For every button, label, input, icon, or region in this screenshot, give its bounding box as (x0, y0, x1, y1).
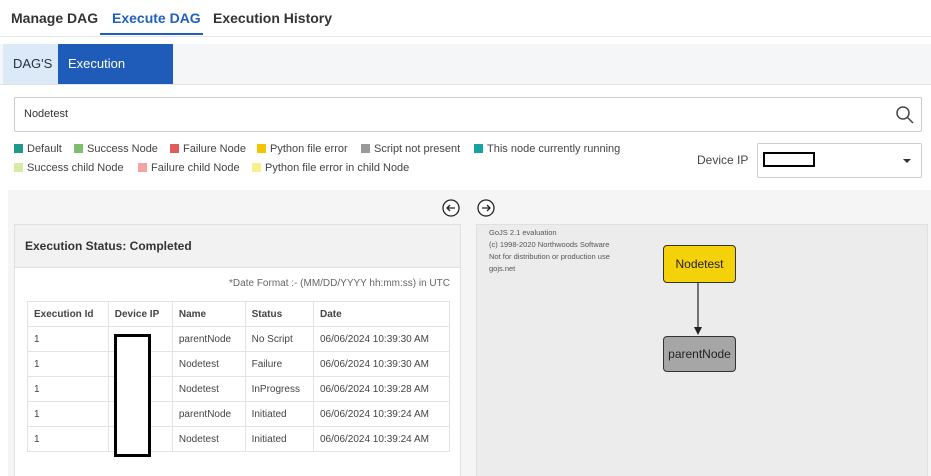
table-cell: 1 (27, 401, 109, 427)
legend-label: Script not present (374, 143, 461, 155)
column-header: Execution Id (27, 301, 109, 327)
watermark: GoJS 2.1 evaluation (c) 1998-2020 Northwo… (489, 227, 610, 275)
tab-underline (100, 33, 203, 35)
subtab[interactable]: Execution Status (58, 44, 173, 111)
table-cell: No Script (244, 326, 314, 352)
tab[interactable]: Execution History (213, 10, 333, 26)
table-cell: 1 (27, 351, 109, 377)
legend-item: Script not present (361, 143, 460, 155)
search-value: Nodetest (24, 108, 69, 120)
legend-label: Success Node (87, 143, 158, 155)
legend-label: Python file error (270, 143, 348, 155)
table-cell: 06/06/2024 10:39:30 AM (312, 326, 451, 352)
date-note: *Date Format :- (MM/DD/YYYY hh:mm:ss) in… (229, 278, 450, 289)
legend-item: Python file error (257, 143, 348, 155)
device-ip-label: Device IP (697, 153, 749, 167)
legend-item: Default (14, 143, 62, 155)
watermark-line: Not for distribution or production use (489, 252, 610, 261)
table-row: 11NodetestInProgress06/06/2024 10:39:28 … (27, 376, 451, 402)
subtab[interactable]: DAG'S (3, 44, 63, 84)
legend-item: Failure Node (170, 143, 246, 155)
legend-label: Failure child Node (151, 162, 240, 174)
table-cell: Initiated (244, 426, 314, 452)
legend-swatch (252, 163, 261, 172)
legend-swatch (138, 163, 147, 172)
table-cell: 1 (27, 326, 109, 352)
table-cell: 06/06/2024 10:39:24 AM (312, 401, 451, 427)
diagram-edge (694, 282, 702, 335)
legend-item: Success child Node (14, 162, 124, 174)
legend-label: This node currently running (487, 143, 621, 155)
legend-swatch (14, 163, 23, 172)
tab[interactable]: Execute DAG (112, 10, 201, 26)
table-row: 11NodetestFailure06/06/2024 10:39:30 AM (27, 351, 451, 377)
table-cell: Failure (244, 351, 314, 377)
table-cell: 1 (27, 426, 109, 452)
table-cell: InProgress (244, 376, 314, 402)
top-bar (0, 0, 931, 37)
device-ip-select[interactable] (757, 143, 922, 178)
watermark-line: GoJS 2.1 evaluation (489, 228, 557, 237)
legend-swatch (170, 144, 179, 153)
search-icon[interactable] (895, 105, 915, 125)
table-cell: 06/06/2024 10:39:30 AM (312, 351, 451, 377)
table-row: 11NodetestInitiated06/06/2024 10:39:24 A… (27, 426, 451, 452)
legend-item: Failure child Node (138, 162, 240, 174)
card-title: Execution Status: Completed (25, 239, 192, 253)
table-cell: 06/06/2024 10:39:28 AM (312, 376, 451, 402)
legend-swatch (74, 144, 83, 153)
legend-item: Python file error in child Node (252, 162, 409, 174)
legend-swatch (257, 144, 266, 153)
legend-label: Failure Node (183, 143, 246, 155)
table-cell: Nodetest (171, 376, 246, 402)
legend-swatch (361, 144, 370, 153)
status-card: Execution Status: Completed *Date Format… (14, 224, 461, 476)
legend-label: Default (27, 143, 62, 155)
column-header: Status (244, 301, 314, 327)
watermark-line: gojs.net (489, 264, 516, 273)
search-box[interactable]: Nodetest (14, 97, 922, 132)
column-header: Name (171, 301, 246, 327)
table-row: 11parentNodeInitiated06/06/2024 10:39:24… (27, 401, 451, 427)
card-header (15, 225, 460, 268)
diagram-node[interactable]: parentNode (663, 336, 736, 372)
table-cell: parentNode (171, 326, 246, 352)
legend-label: Success child Node (27, 162, 124, 174)
diagram-node[interactable]: Nodetest (663, 245, 736, 283)
table-cell: Initiated (244, 401, 314, 427)
table-cell: Nodetest (171, 351, 246, 377)
dropdown-arrow (903, 159, 911, 163)
table-cell: 1 (27, 376, 109, 402)
column-header: Date (312, 301, 451, 327)
legend-label: Python file error in child Node (265, 162, 410, 174)
redaction (114, 334, 151, 457)
table-cell: parentNode (171, 401, 246, 427)
column-header: Device IP (107, 301, 173, 327)
table-cell: Nodetest (171, 426, 246, 452)
redaction (763, 152, 815, 167)
legend-item: This node currently running (474, 143, 620, 155)
tab[interactable]: Manage DAG (11, 10, 99, 26)
legend-item: Success Node (74, 143, 158, 155)
legend-swatch (14, 144, 23, 153)
legend-swatch (474, 144, 483, 153)
table-cell: 06/06/2024 10:39:24 AM (312, 426, 451, 452)
watermark-line: (c) 1998-2020 Northwoods Software (489, 240, 610, 249)
nav-buttons[interactable] (441, 198, 497, 218)
